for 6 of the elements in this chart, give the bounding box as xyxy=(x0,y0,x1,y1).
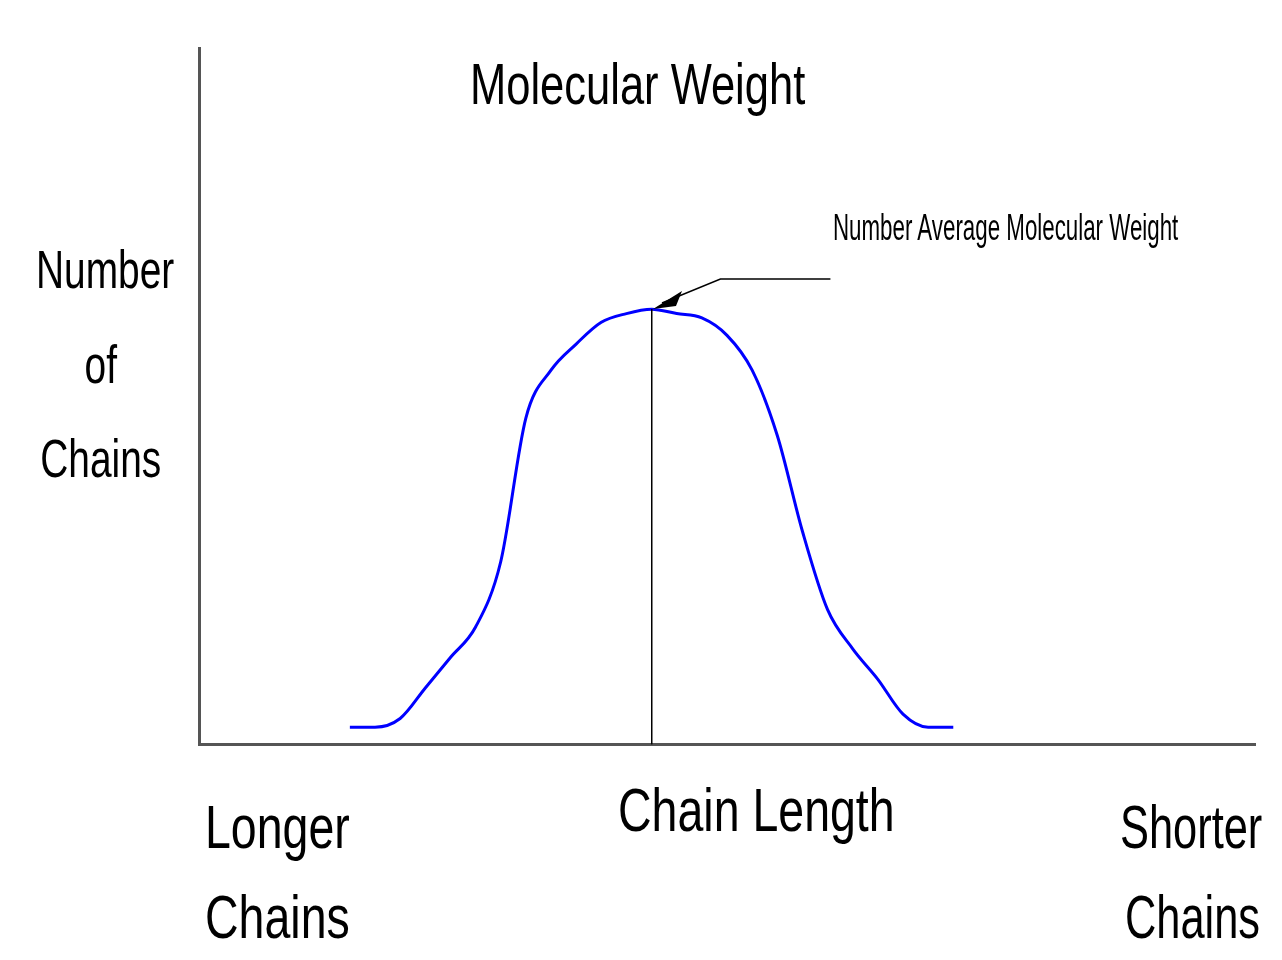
text: Number Average Molecular Weight xyxy=(833,207,1179,248)
x-axis-title: Chain Length xyxy=(618,775,895,845)
text: Shorter Chains xyxy=(1120,791,1263,953)
chart-title: Molecular Weight xyxy=(470,51,806,116)
y-axis-title: Number of Chains xyxy=(36,238,175,490)
text: Longer Chains xyxy=(205,791,350,953)
